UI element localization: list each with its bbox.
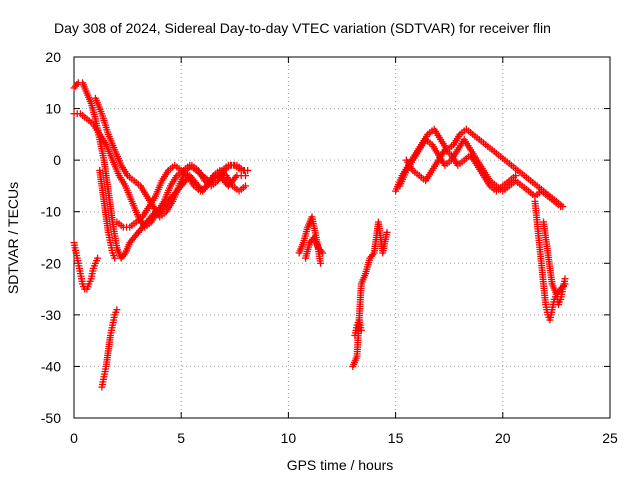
data-point [94, 254, 102, 262]
x-tick-label: 20 [495, 430, 511, 446]
data-point [111, 254, 119, 262]
y-axis-label: SDTVAR / TECUs [5, 182, 21, 294]
grid [74, 57, 610, 418]
x-axis-label: GPS time / hours [287, 457, 394, 473]
y-tick-label: -50 [41, 410, 61, 426]
data-point [319, 249, 327, 257]
data-point [383, 228, 391, 236]
plot-frame [73, 56, 611, 419]
data-point [512, 172, 520, 180]
chart-title: Day 308 of 2024, Sidereal Day-to-day VTE… [54, 20, 551, 36]
y-tick-label: -10 [41, 204, 61, 220]
y-tick-label: 20 [45, 49, 61, 65]
y-tick-label: 10 [45, 101, 61, 117]
y-tick-label: -40 [41, 358, 61, 374]
data-point [239, 166, 247, 174]
data-point [242, 172, 250, 180]
x-tick-label: 5 [177, 430, 185, 446]
data-point [317, 259, 325, 267]
data-points [70, 79, 569, 391]
data-point [357, 326, 365, 334]
x-tick-label: 25 [602, 430, 618, 446]
data-point [242, 182, 250, 190]
data-point [557, 203, 565, 211]
y-tick-label: -20 [41, 255, 61, 271]
y-tick-labels: -50 -40 -30 -20 -10 0 10 20 [41, 49, 61, 426]
x-tick-label: 15 [388, 430, 404, 446]
y-tick-label: 0 [53, 152, 61, 168]
x-tick-labels: 0 5 10 15 20 25 [70, 430, 618, 446]
data-point [113, 306, 121, 314]
y-tick-label: -30 [41, 307, 61, 323]
x-tick-label: 0 [70, 430, 78, 446]
x-tick-label: 10 [281, 430, 297, 446]
data-point [561, 280, 569, 288]
